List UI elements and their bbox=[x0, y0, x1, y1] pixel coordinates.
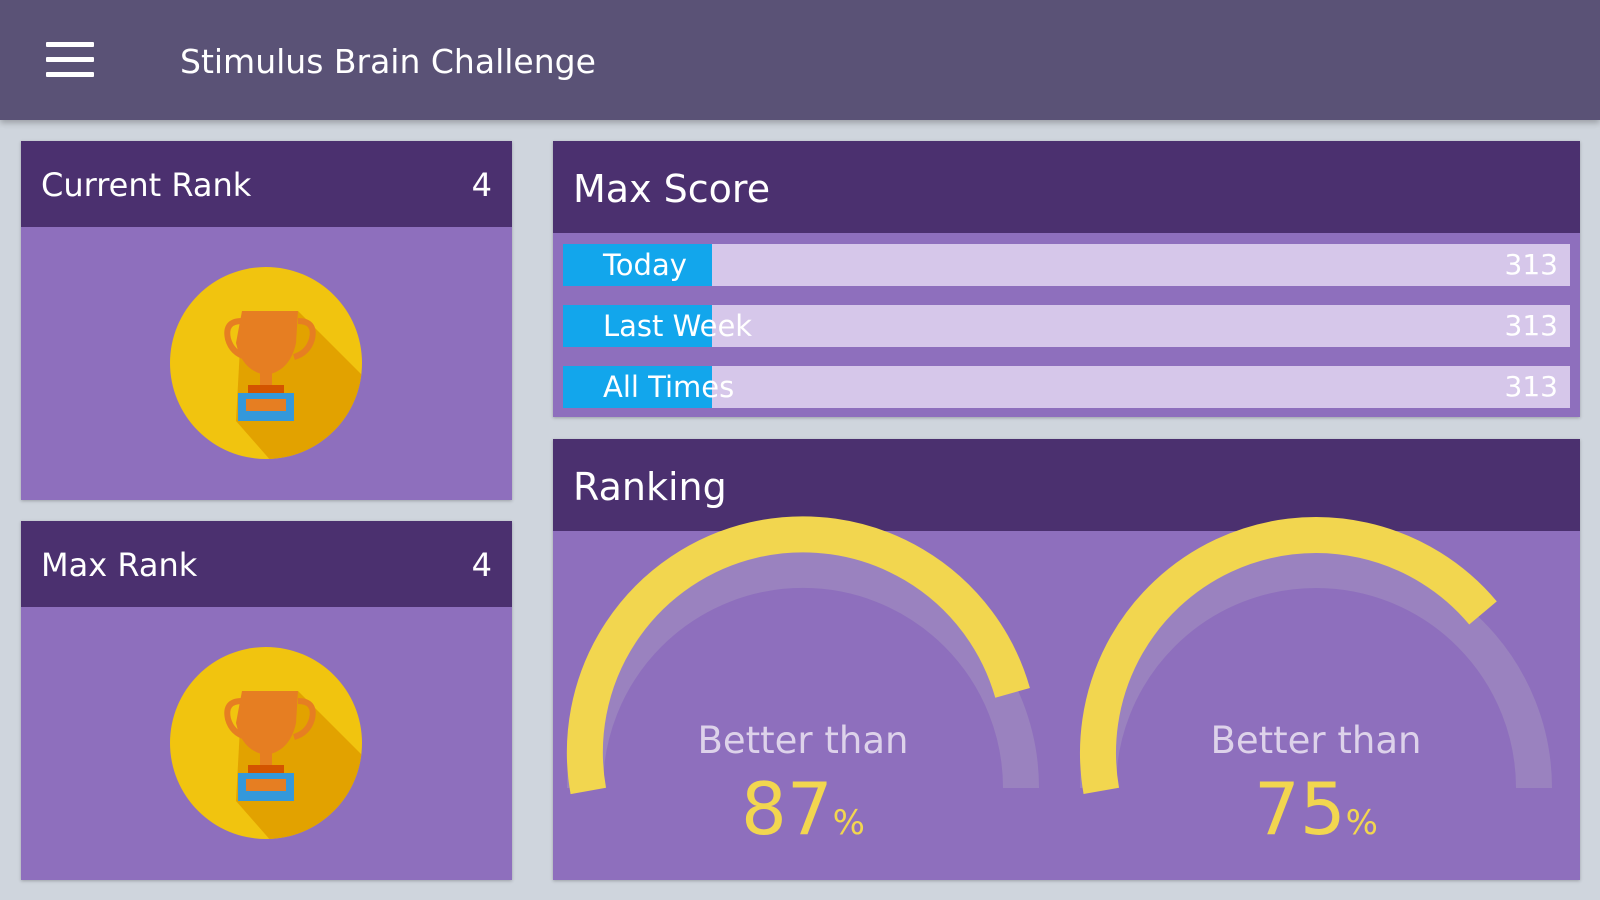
score-bar-fill bbox=[563, 366, 713, 408]
score-bar-fill bbox=[563, 305, 713, 347]
menu-line bbox=[46, 42, 94, 47]
score-value: 313 bbox=[1504, 248, 1558, 281]
current-rank-header: Current Rank 4 bbox=[21, 141, 512, 227]
ranking-title: Ranking bbox=[573, 465, 727, 509]
gauge-fill bbox=[566, 516, 1030, 795]
score-row-last-week[interactable]: Last Week 313 bbox=[563, 305, 1570, 347]
gauge-number: 87 bbox=[741, 767, 833, 851]
score-label: Last Week bbox=[603, 309, 753, 343]
max-score-card: Max Score Today 313 Last Week 313 All Ti… bbox=[553, 141, 1580, 417]
max-rank-card[interactable]: Max Rank 4 bbox=[21, 521, 512, 880]
app-bar: Stimulus Brain Challenge bbox=[0, 0, 1600, 120]
gauge-number: 75 bbox=[1254, 767, 1346, 851]
gauge-unit: % bbox=[1345, 803, 1378, 843]
current-rank-value: 4 bbox=[471, 166, 492, 204]
max-rank-label: Max Rank bbox=[41, 546, 198, 584]
gauge-value: 87% bbox=[573, 769, 1033, 863]
max-score-title: Max Score bbox=[573, 167, 771, 211]
menu-line bbox=[46, 57, 94, 62]
score-value: 313 bbox=[1504, 309, 1558, 342]
hamburger-menu-icon[interactable] bbox=[46, 42, 94, 78]
score-label: Today bbox=[603, 248, 687, 282]
ranking-header: Ranking bbox=[553, 439, 1580, 531]
max-rank-value: 4 bbox=[471, 546, 492, 584]
current-rank-card[interactable]: Current Rank 4 bbox=[21, 141, 512, 500]
max-rank-header: Max Rank 4 bbox=[21, 521, 512, 607]
gauge-fill bbox=[1079, 517, 1497, 795]
ranking-card: Ranking Better than 87% Better than 75% bbox=[553, 439, 1580, 880]
score-label: All Times bbox=[603, 370, 735, 404]
max-score-header: Max Score bbox=[553, 141, 1580, 233]
gauge-value: 75% bbox=[1086, 769, 1546, 863]
score-bar-fill bbox=[563, 244, 713, 286]
trophy-icon bbox=[170, 647, 362, 839]
current-rank-label: Current Rank bbox=[41, 166, 252, 204]
app-title: Stimulus Brain Challenge bbox=[180, 42, 596, 81]
gauge-caption: Better than bbox=[697, 719, 909, 762]
ranking-gauges bbox=[566, 516, 1552, 795]
gauge-unit: % bbox=[832, 803, 865, 843]
score-row-all-times[interactable]: All Times 313 bbox=[563, 366, 1570, 408]
menu-line bbox=[46, 72, 94, 77]
score-value: 313 bbox=[1504, 370, 1558, 403]
trophy-icon bbox=[170, 267, 362, 459]
gauge-caption: Better than bbox=[1210, 719, 1422, 762]
score-row-today[interactable]: Today 313 bbox=[563, 244, 1570, 286]
